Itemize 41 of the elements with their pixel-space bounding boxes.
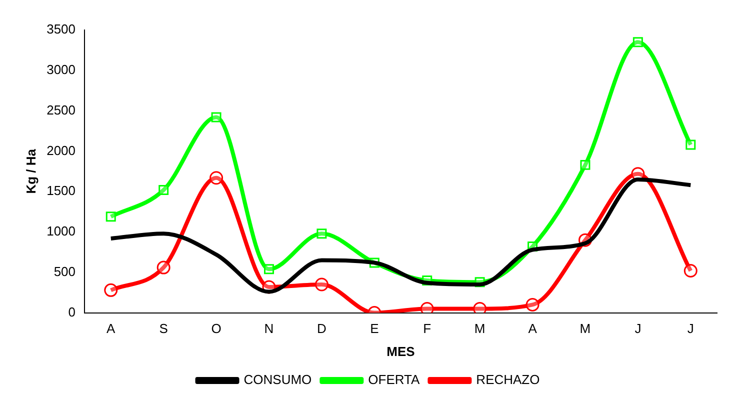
point xyxy=(686,140,696,150)
x-tick-label: A xyxy=(528,321,538,336)
point xyxy=(420,302,434,313)
point xyxy=(316,228,327,239)
point xyxy=(632,37,643,48)
point xyxy=(158,184,169,195)
point xyxy=(314,278,328,292)
point xyxy=(473,302,487,313)
y-tick-label: 0 xyxy=(68,304,76,320)
x-tick-label: S xyxy=(159,321,168,336)
point xyxy=(156,260,170,274)
y-tick-label: 2000 xyxy=(46,142,76,158)
point xyxy=(211,112,222,122)
point xyxy=(526,298,540,312)
x-axis-title: MES xyxy=(386,344,416,359)
x-tick-label: E xyxy=(370,321,380,336)
y-tick-label: 1000 xyxy=(46,224,76,239)
x-tick-label: F xyxy=(423,321,432,336)
x-tick-label: J xyxy=(634,321,642,336)
x-tick-label: A xyxy=(106,321,116,336)
y-tick-label: 3500 xyxy=(46,22,76,37)
x-tick-label: D xyxy=(317,321,326,336)
y-tick-label: 2500 xyxy=(46,102,76,118)
point xyxy=(210,171,224,185)
legend-label: CONSUMO xyxy=(244,372,312,388)
y-axis-title: Kg / Ha xyxy=(23,148,38,194)
point xyxy=(106,212,116,222)
x-tick-label: N xyxy=(264,321,274,336)
point xyxy=(580,160,590,170)
point xyxy=(264,264,274,274)
legend-label: RECHAZO xyxy=(476,372,540,388)
point xyxy=(684,264,698,278)
point xyxy=(104,283,118,297)
y-tick-label: 1500 xyxy=(46,183,76,198)
x-tick-label: M xyxy=(474,321,486,336)
x-tick-label: O xyxy=(211,321,222,336)
x-tick-label: M xyxy=(580,321,591,336)
y-tick-label: 3000 xyxy=(46,62,76,77)
legend-label: OFERTA xyxy=(368,372,420,388)
y-tick-label: 500 xyxy=(54,264,76,279)
x-tick-label: J xyxy=(687,321,694,336)
